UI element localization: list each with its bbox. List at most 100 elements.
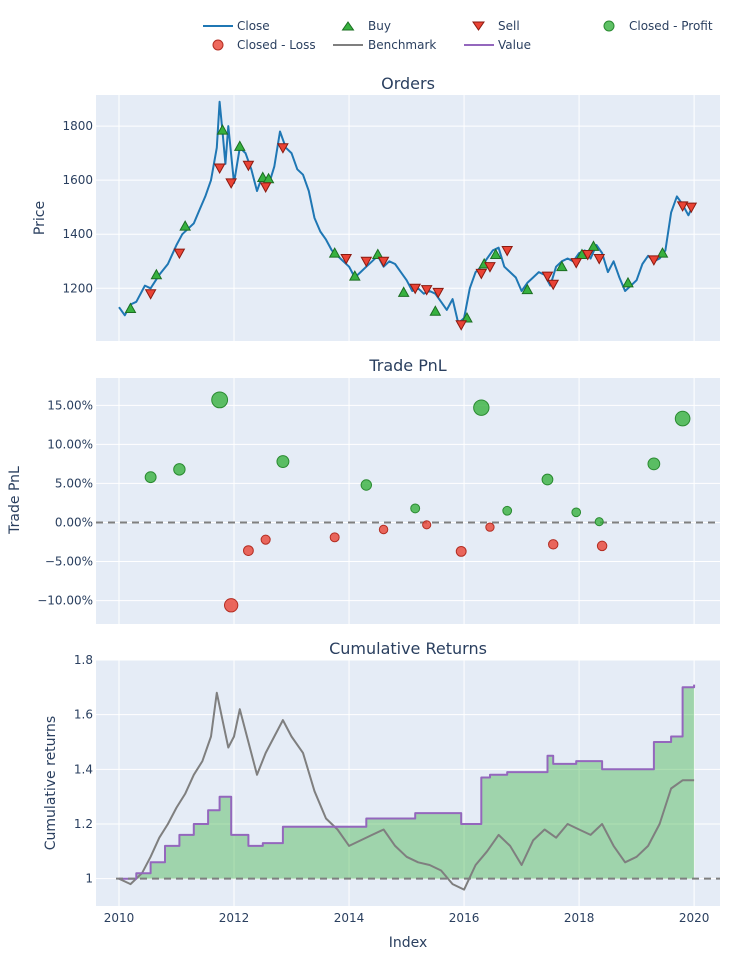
legend-item-closed-loss[interactable]: Closed - Loss xyxy=(212,38,316,52)
sell-marker xyxy=(676,201,689,212)
buy-marker xyxy=(489,248,502,259)
sell-marker xyxy=(173,248,186,260)
closed-profit-point xyxy=(211,391,229,409)
closed-loss-point xyxy=(378,524,389,535)
closed-profit-point xyxy=(594,517,604,527)
sell-marker xyxy=(593,254,606,265)
buy-marker xyxy=(429,305,442,316)
legend-value-label: Value xyxy=(498,38,531,52)
legend[interactable]: Close Buy Sell Closed - Profit Closed - … xyxy=(203,19,713,52)
legend-item-close[interactable]: Close xyxy=(203,19,270,33)
y-tick-label: 1.8 xyxy=(74,653,93,667)
closed-profit-point xyxy=(473,399,490,416)
closed-profit-point xyxy=(410,503,421,514)
y-tick-label: 1 xyxy=(85,872,93,886)
sell-marker xyxy=(277,143,289,154)
legend-close-label: Close xyxy=(237,19,270,33)
closed-profit-point xyxy=(571,507,582,518)
orders-ylabel: Price xyxy=(32,201,48,235)
y-tick-label: 1.2 xyxy=(74,817,93,831)
buy-marker xyxy=(328,247,341,258)
value-line xyxy=(119,684,696,880)
close-price-line xyxy=(118,100,696,325)
y-tick-label: 15.00% xyxy=(47,398,93,412)
x-tick-label: 2010 xyxy=(104,911,135,925)
orders-panel: 1200 1400 1600 1800 xyxy=(62,95,720,341)
y-tick-label: 1200 xyxy=(62,281,93,295)
closed-profit-point xyxy=(647,457,661,471)
buy-marker xyxy=(371,248,384,259)
y-tick-label: 1.6 xyxy=(74,708,93,722)
x-tick-label: 2014 xyxy=(334,911,365,925)
trade-pnl-ylabel: Trade PnL xyxy=(7,466,23,535)
sell-marker xyxy=(213,163,226,175)
sell-marker xyxy=(225,178,238,189)
legend-item-value[interactable]: Value xyxy=(464,38,531,52)
closed-loss-point xyxy=(485,522,495,532)
legend-profit-swatch xyxy=(603,20,615,32)
buy-marker xyxy=(656,247,669,258)
closed-loss-point xyxy=(422,520,432,530)
legend-profit-label: Closed - Profit xyxy=(629,19,713,33)
legend-item-buy[interactable]: Buy xyxy=(341,19,391,33)
legend-sell-label: Sell xyxy=(498,19,520,33)
closed-loss-point xyxy=(243,545,254,556)
sell-marker xyxy=(547,279,560,291)
buy-marker xyxy=(216,124,229,135)
plot-area-0 xyxy=(96,95,720,341)
y-tick-label: −5.00% xyxy=(45,555,93,569)
y-tick-label: 1.4 xyxy=(74,762,93,776)
y-tick-label: 1600 xyxy=(62,173,93,187)
legend-buy-swatch xyxy=(341,21,355,31)
y-tick-label: 1400 xyxy=(62,227,93,241)
cumulative-returns-title: Cumulative Returns xyxy=(329,639,487,658)
sell-marker xyxy=(377,256,390,268)
x-tick-label: 2020 xyxy=(679,911,710,925)
sell-marker xyxy=(409,283,422,295)
trade-pnl-panel: −10.00% −5.00% 0.00% 5.00% 10.00% 15.00% xyxy=(37,378,720,624)
buy-marker xyxy=(124,302,137,314)
legend-loss-label: Closed - Loss xyxy=(237,38,316,52)
x-axis-label: Index xyxy=(389,935,428,951)
y-tick-label: 0.00% xyxy=(55,515,93,529)
buy-marker xyxy=(397,286,410,297)
closed-profit-point xyxy=(541,473,554,486)
y-tick-label: −10.00% xyxy=(37,594,93,608)
sell-marker xyxy=(420,285,433,296)
legend-item-benchmark[interactable]: Benchmark xyxy=(333,38,436,52)
buy-marker xyxy=(179,220,191,231)
sell-marker xyxy=(501,245,514,257)
buy-marker xyxy=(521,283,534,295)
sell-marker xyxy=(455,320,468,331)
buy-marker xyxy=(233,140,246,151)
closed-loss-point xyxy=(455,545,467,557)
legend-loss-swatch xyxy=(212,39,224,51)
closed-loss-point xyxy=(548,539,559,550)
closed-profit-point xyxy=(502,505,513,516)
x-tick-label: 2016 xyxy=(449,911,480,925)
y-tick-label: 10.00% xyxy=(47,437,93,451)
cumulative-ylabel: Cumulative returns xyxy=(43,716,59,850)
benchmark-line xyxy=(118,691,695,891)
y-tick-label: 1800 xyxy=(62,119,93,133)
plot-area-2 xyxy=(96,660,720,906)
sell-marker xyxy=(648,255,660,266)
plot-area-1 xyxy=(96,378,720,624)
sell-marker xyxy=(360,256,373,268)
sell-marker xyxy=(259,182,272,193)
legend-item-sell[interactable]: Sell xyxy=(472,19,520,33)
closed-loss-point xyxy=(224,598,239,613)
closed-loss-point xyxy=(260,534,271,545)
legend-buy-label: Buy xyxy=(368,19,391,33)
buy-marker xyxy=(555,260,568,272)
closed-profit-point xyxy=(360,479,373,491)
sell-marker xyxy=(144,289,157,300)
buy-marker xyxy=(622,276,634,288)
buy-marker xyxy=(348,270,361,281)
legend-item-closed-profit[interactable]: Closed - Profit xyxy=(603,19,713,33)
sell-marker xyxy=(570,258,583,269)
y-tick-label: 5.00% xyxy=(55,476,93,490)
sell-marker xyxy=(581,249,594,261)
legend-sell-swatch xyxy=(472,21,485,31)
